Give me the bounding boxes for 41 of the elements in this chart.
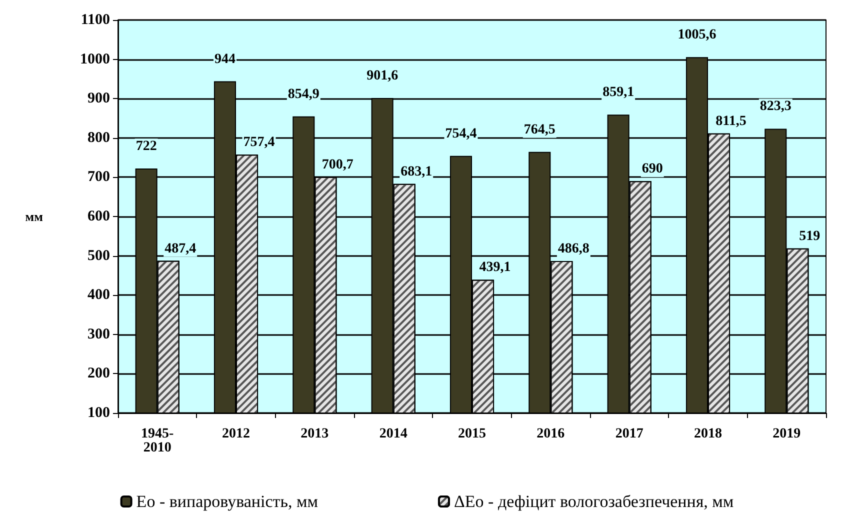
- data-label: 487,4: [164, 241, 196, 256]
- data-label: 1005,6: [678, 28, 716, 43]
- data-label: 811,5: [716, 114, 746, 129]
- x-tick-label: 2019: [772, 426, 801, 442]
- data-label: 901,6: [366, 68, 398, 84]
- data-label: 439,1: [479, 260, 511, 276]
- x-tick-label: 2016: [536, 426, 565, 442]
- y-tick-label: 900: [88, 90, 110, 107]
- x-tick-label: 2017: [615, 426, 644, 442]
- x-tick-label: 2015: [458, 426, 486, 442]
- y-tick-label: 600: [88, 208, 110, 224]
- legend-label: ΔЕо - дефіцит вологозабезпечення, мм: [454, 492, 734, 511]
- data-label: 683,1: [400, 164, 432, 180]
- x-tick-label: 2014: [379, 426, 408, 442]
- data-label: 757,4: [243, 135, 275, 150]
- y-tick-label: 300: [88, 326, 110, 342]
- x-tick-label: 1945- 2010: [140, 426, 174, 456]
- data-label: 944: [214, 52, 236, 67]
- y-tick-label: 800: [88, 130, 110, 146]
- y-tick-label: 500: [88, 248, 110, 264]
- data-label: 722: [136, 139, 157, 154]
- x-tick-label: 2013: [300, 426, 329, 442]
- x-tick-label: 2012: [222, 426, 250, 442]
- data-label: 754,4: [445, 126, 477, 142]
- x-tick-label: 2018: [694, 426, 722, 442]
- data-label: 854,9: [288, 86, 320, 102]
- y-tick-label: 100: [88, 405, 110, 421]
- data-label: 519: [799, 228, 820, 244]
- y-axis-title: мм: [25, 209, 44, 224]
- data-label: 700,7: [322, 157, 354, 172]
- data-label: 764,5: [524, 122, 556, 138]
- y-tick-label: 700: [88, 169, 110, 186]
- data-label: 859,1: [602, 85, 634, 100]
- y-tick-label: 200: [88, 366, 110, 382]
- data-label: 690: [642, 162, 663, 177]
- y-tick-label: 400: [88, 287, 110, 304]
- legend-label: Ео - випаровуваність, мм: [136, 492, 318, 511]
- y-tick-label: 1100: [80, 12, 110, 28]
- y-tick-label: 1000: [80, 51, 110, 68]
- data-label: 823,3: [760, 99, 792, 114]
- data-label: 486,8: [558, 241, 590, 256]
